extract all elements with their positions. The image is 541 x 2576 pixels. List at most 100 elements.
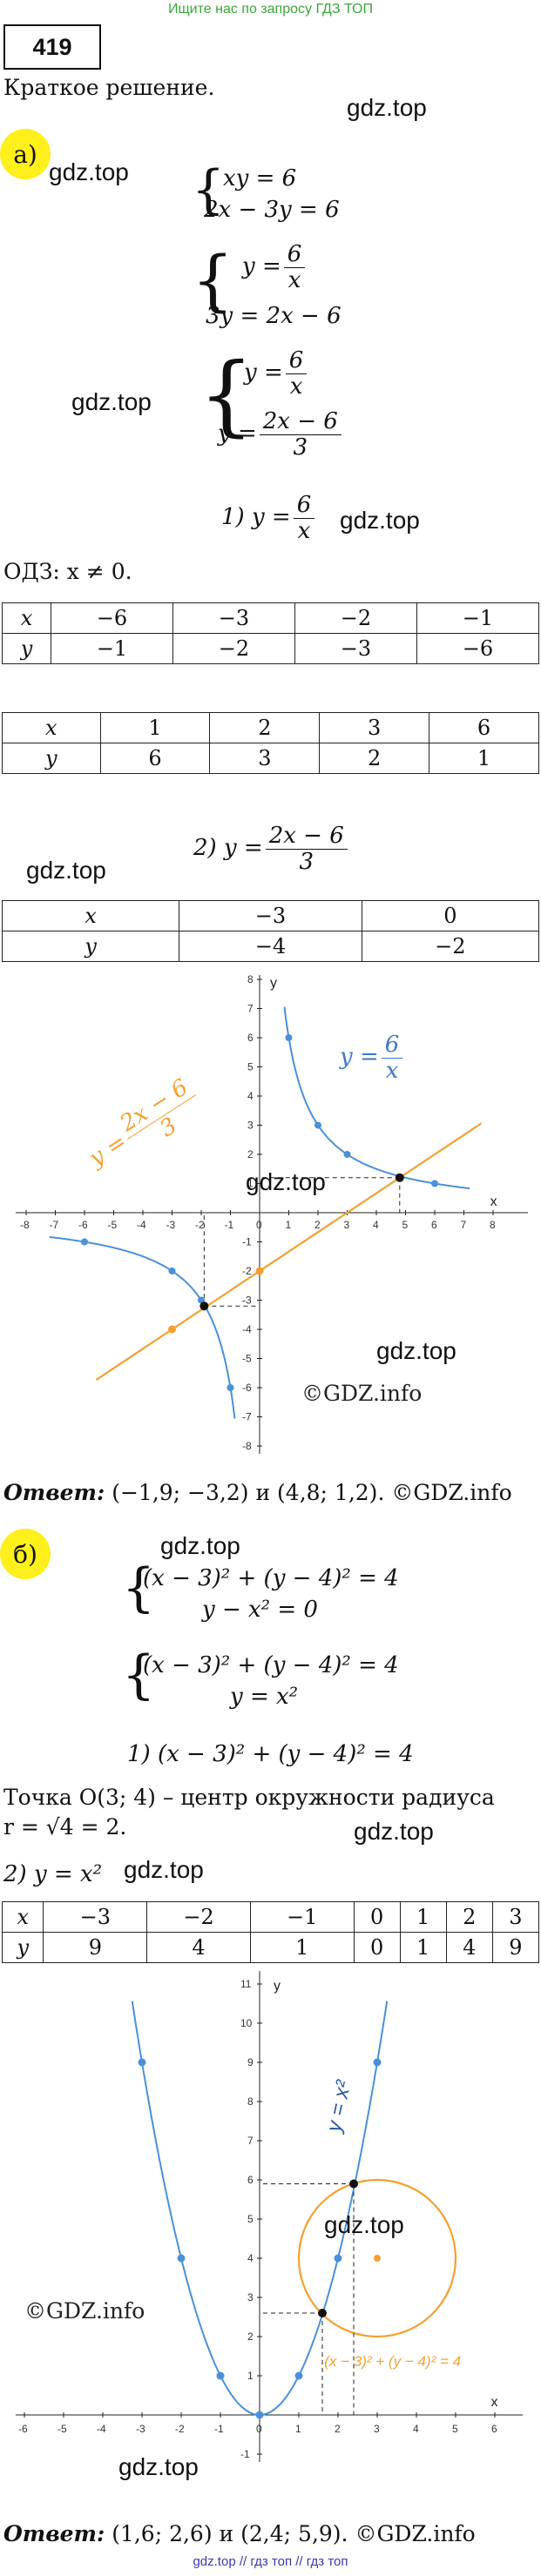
y-tick-label: -5 — [242, 1353, 252, 1365]
table-cell: 3 — [319, 712, 430, 743]
answer-b: Ответ: (1,6; 2,6) и (2,4; 5,9). ©GDZ.inf… — [3, 2521, 476, 2546]
copyright: ©GDZ.info — [301, 1381, 423, 1406]
x-tick-label: -1 — [214, 2423, 224, 2435]
answer-label: Ответ: — [3, 2521, 105, 2546]
system-brace: { — [192, 241, 234, 319]
table-cell: −2 — [361, 931, 540, 962]
parabola-point — [334, 2254, 342, 2263]
table-cell: −2 — [146, 1901, 251, 1933]
hyperbola-label: y = 6 x — [340, 1032, 405, 1083]
table-cell: 9 — [43, 1932, 148, 1963]
table-row: y −4 −2 — [1, 931, 540, 962]
watermark: gdz.top — [246, 1168, 326, 1195]
table-cell: 1 — [399, 1901, 447, 1933]
table-cell: 4 — [445, 1932, 493, 1963]
y-tick-label: 11 — [240, 1978, 252, 1990]
table-cell: −2 — [172, 633, 295, 664]
answer-label: Ответ: — [3, 1480, 105, 1505]
system-line: y = 6 x — [242, 242, 308, 293]
x-tick-label: -7 — [50, 1219, 59, 1231]
x-tick-label: 3 — [344, 1219, 350, 1231]
table-row: y 9 4 1 0 1 4 9 — [1, 1932, 540, 1963]
watermark: gdz.top — [118, 2453, 199, 2480]
hyperbola-branch — [49, 1235, 236, 1419]
table-cell: x — [1, 602, 52, 634]
line-graph — [95, 1122, 483, 1381]
step-b-2: 2) y = x² — [3, 1861, 103, 1887]
parabola-label: y = x² — [321, 2078, 355, 2136]
intersection-point — [199, 1301, 209, 1311]
y-tick-label: -2 — [242, 1265, 252, 1277]
table-cell: −6 — [51, 602, 173, 634]
watermark: gdz.top — [160, 1532, 240, 1559]
circle-graph — [297, 2178, 457, 2338]
y-tick-label: 3 — [247, 2291, 254, 2304]
table-cell: 9 — [491, 1932, 540, 1963]
y-tick-label: 5 — [247, 1061, 254, 1073]
x-tick-label: 6 — [491, 2423, 497, 2435]
hyperbola-branch — [283, 1006, 470, 1190]
watermark: gdz.top — [26, 857, 106, 884]
answer-text: (1,6; 2,6) и (2,4; 5,9). ©GDZ.info — [112, 2521, 476, 2546]
y-tick-label: -7 — [242, 1411, 252, 1423]
system-line: y − x² = 0 — [202, 1597, 318, 1623]
y-tick-label: 3 — [247, 1120, 254, 1132]
values-table-b: x −3 −2 −1 0 1 2 3 y 9 4 1 0 1 4 9 — [1, 1901, 540, 1963]
table-row: y 6 3 2 1 — [2, 743, 539, 774]
table-cell: −1 — [51, 633, 173, 664]
x-axis-label: x — [491, 2395, 498, 2410]
part-a-badge: а) — [0, 129, 51, 179]
watermark: gdz.top — [340, 507, 420, 534]
y-tick-label: -8 — [242, 1440, 252, 1452]
watermark: gdz.top — [354, 1818, 434, 1845]
table-cell: 0 — [361, 900, 540, 932]
y-tick-label: 2 — [247, 2331, 254, 2343]
y-tick-label: 7 — [247, 1003, 254, 1015]
hyperbola-point — [343, 1151, 351, 1158]
table-cell: y — [1, 1932, 44, 1963]
x-tick-label: -3 — [136, 2423, 145, 2435]
x-tick-label: -8 — [20, 1219, 30, 1231]
radius-text: r = √4 = 2. — [3, 1814, 127, 1840]
system-brace: { — [122, 1557, 156, 1618]
watermark: gdz.top — [347, 94, 427, 121]
watermark: gdz.top — [376, 1337, 456, 1364]
system-line: 2x − 3y = 6 — [204, 197, 340, 223]
x-tick-label: 4 — [373, 1219, 379, 1231]
table-cell: 3 — [491, 1901, 540, 1933]
values-table-1: x −6 −3 −2 −1 y −1 −2 −3 −6 — [1, 602, 540, 664]
step-1: 1) y = 6 x — [221, 493, 317, 543]
table-row: x −3 −2 −1 0 1 2 3 — [1, 1901, 540, 1933]
y-axis-label: y — [274, 1979, 281, 1994]
x-tick-label: -3 — [166, 1219, 176, 1231]
y-tick-label: -1 — [240, 2448, 250, 2460]
x-tick-label: -5 — [57, 2423, 67, 2435]
system-brace: { — [192, 159, 226, 220]
x-tick-label: 6 — [431, 1219, 437, 1231]
table-cell: 6 — [99, 743, 211, 774]
x-axis-label: x — [490, 1194, 497, 1209]
parabola-point — [177, 2254, 186, 2263]
table-cell: x — [1, 900, 180, 932]
circle-center — [374, 2255, 381, 2262]
x-tick-label: 1 — [286, 1219, 292, 1231]
copyright: ©GDZ.info — [24, 2298, 145, 2324]
table-cell: 1 — [249, 1932, 355, 1963]
system-brace: { — [199, 344, 254, 446]
watermark: gdz.top — [324, 2211, 404, 2238]
table-cell: y — [2, 743, 101, 774]
y-tick-label: 6 — [247, 1032, 254, 1044]
part-b-badge: б) — [0, 1529, 51, 1579]
system-line: xy = 6 — [223, 165, 297, 192]
x-tick-label: -6 — [78, 1219, 88, 1231]
circle-label: (x − 3)² + (y − 4)² = 4 — [324, 2353, 461, 2370]
x-tick-label: 1 — [295, 2423, 301, 2435]
x-tick-label: 8 — [490, 1219, 496, 1231]
table-cell: −3 — [172, 602, 295, 634]
watermark: gdz.top — [49, 158, 129, 185]
table-cell: −3 — [294, 633, 417, 664]
x-tick-label: -2 — [175, 2423, 185, 2435]
x-tick-label: 5 — [402, 1219, 409, 1231]
